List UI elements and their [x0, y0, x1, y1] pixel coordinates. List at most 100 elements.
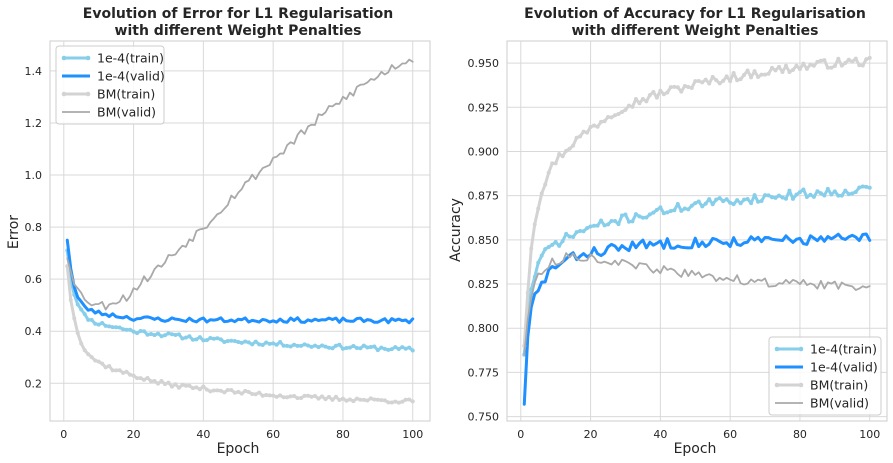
data-point	[281, 395, 286, 400]
data-point	[700, 80, 705, 85]
data-point	[763, 193, 768, 198]
y-tick-label: 1.0	[25, 169, 43, 182]
data-point	[846, 192, 851, 197]
data-point	[721, 78, 726, 83]
data-point	[651, 210, 656, 215]
data-point	[564, 148, 569, 153]
data-point	[131, 329, 136, 334]
data-point	[613, 218, 617, 223]
data-point	[759, 198, 764, 203]
data-point	[599, 218, 604, 223]
data-point	[347, 397, 352, 402]
x-tick-label: 0	[517, 428, 524, 441]
y-tick-label: 0.925	[468, 101, 500, 114]
data-point	[829, 65, 834, 70]
data-point	[326, 394, 331, 399]
data-point	[571, 235, 576, 240]
data-point	[86, 352, 91, 357]
data-point	[780, 70, 785, 75]
error-chart-title-line2: with different Weight Penalties	[115, 23, 362, 39]
data-point	[738, 201, 743, 206]
data-point	[114, 368, 119, 373]
legend-marker	[774, 382, 780, 388]
data-point	[208, 335, 213, 340]
data-point	[710, 202, 715, 207]
data-point	[665, 90, 670, 95]
data-point	[292, 342, 297, 347]
data-point	[271, 341, 276, 346]
data-point	[783, 63, 788, 68]
data-point	[368, 345, 373, 350]
data-point	[306, 393, 311, 398]
data-point	[330, 397, 335, 402]
data-point	[135, 376, 140, 381]
data-point	[853, 56, 858, 61]
legend: 1e-4(train) 1e-4(valid) BM(train) BM(valid)	[55, 45, 165, 125]
y-tick-label: 0.750	[468, 411, 500, 424]
data-point	[682, 84, 687, 89]
data-point	[850, 59, 855, 64]
data-point	[857, 63, 862, 68]
data-point	[257, 390, 262, 395]
accuracy-subplot: Evolution of Accuracy for L1 Regularisat…	[448, 6, 888, 457]
data-point	[142, 329, 147, 334]
data-point	[145, 375, 150, 380]
data-point	[581, 129, 586, 134]
data-point	[630, 104, 635, 109]
data-point	[243, 339, 248, 344]
data-point	[410, 399, 415, 404]
data-point	[647, 212, 652, 217]
data-point	[539, 253, 544, 258]
data-point	[619, 213, 624, 218]
data-point	[333, 343, 338, 348]
data-point	[100, 320, 105, 325]
data-point	[557, 243, 562, 248]
data-point	[110, 368, 115, 373]
data-point	[190, 337, 195, 342]
data-point	[396, 346, 401, 351]
data-point	[103, 365, 108, 370]
data-point	[152, 333, 157, 338]
data-point	[187, 383, 192, 388]
data-point	[149, 331, 154, 336]
data-point	[864, 57, 869, 62]
x-tick-label: 40	[196, 428, 210, 441]
data-point	[564, 231, 569, 236]
legend-label: BM(valid)	[97, 105, 156, 120]
data-point	[633, 212, 638, 217]
data-point	[588, 125, 593, 130]
data-point	[811, 63, 816, 68]
legend-item: 1e-4(valid)	[775, 360, 878, 375]
data-point	[344, 398, 349, 403]
data-point	[588, 224, 593, 229]
data-point	[222, 390, 227, 395]
x-tick-label: 100	[859, 428, 880, 441]
data-point	[801, 187, 806, 192]
data-point	[75, 302, 80, 307]
data-point	[351, 343, 356, 348]
data-point	[340, 346, 345, 351]
data-point	[682, 206, 687, 211]
data-point	[142, 377, 147, 382]
data-point	[585, 130, 590, 135]
data-point	[581, 229, 586, 234]
data-point	[567, 234, 572, 239]
data-point	[278, 340, 283, 344]
data-point	[400, 399, 405, 404]
data-point	[68, 297, 73, 302]
data-point	[658, 205, 663, 210]
data-point	[306, 343, 311, 348]
data-point	[149, 379, 154, 384]
data-point	[804, 195, 809, 199]
data-point	[121, 327, 126, 332]
data-point	[749, 201, 754, 206]
data-point	[630, 219, 635, 224]
series-bm-valid-	[66, 58, 414, 311]
data-point	[829, 192, 834, 197]
y-tick-label: 0.4	[25, 325, 43, 338]
data-point	[766, 71, 771, 76]
data-point	[707, 81, 712, 86]
legend-item: 1e-4(train)	[61, 51, 164, 66]
data-point	[264, 340, 269, 345]
